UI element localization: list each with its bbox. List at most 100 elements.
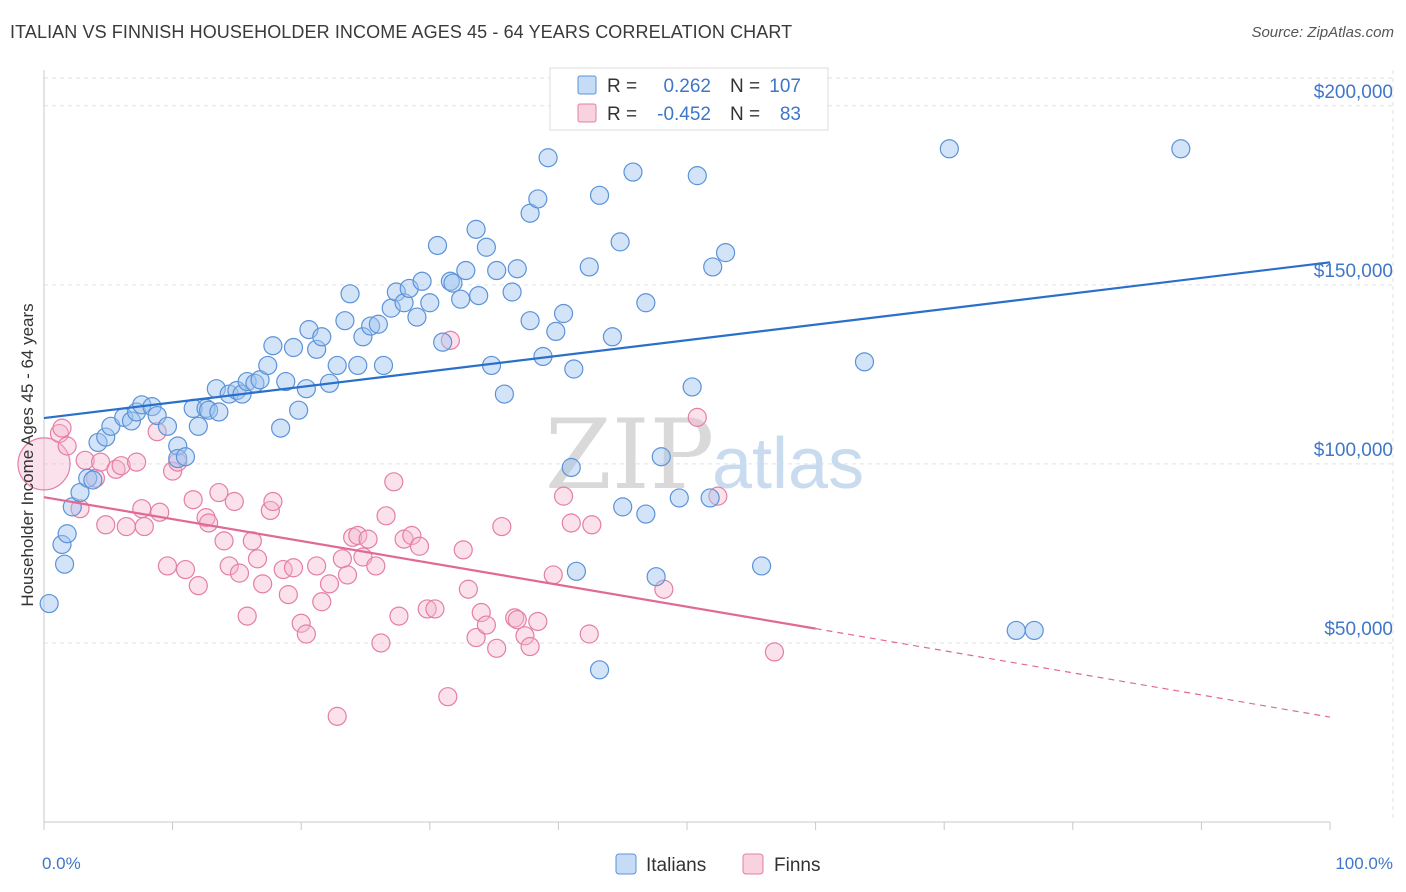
finns-point: [175, 559, 196, 580]
correlation-legend: R = 0.262 N = 107 R = -0.452 N = 83: [549, 67, 829, 131]
italians-point: [340, 284, 360, 304]
finns-point: [466, 627, 486, 648]
italians-point: [502, 282, 522, 302]
finns-point: [528, 611, 548, 632]
finns-point: [224, 491, 244, 512]
legend-n-label-finns: N =: [730, 104, 760, 125]
italians-point: [715, 243, 736, 263]
italians-point: [443, 273, 463, 293]
italians-point: [373, 355, 394, 376]
finns-point: [487, 638, 507, 658]
italians-point: [682, 377, 702, 397]
y-tick-label: $200,000: [1314, 82, 1393, 103]
finns-point: [515, 626, 535, 646]
italians-point: [507, 259, 527, 279]
italians-point: [39, 593, 59, 614]
italians-point: [296, 379, 316, 399]
finns-point: [253, 574, 273, 594]
italians-point: [636, 504, 656, 524]
finns-point: [389, 606, 409, 626]
finns-point: [543, 565, 563, 585]
italians-point: [57, 524, 77, 544]
finns-point: [96, 515, 116, 535]
italians-point: [96, 427, 116, 447]
italians-point: [566, 561, 587, 581]
italians-point: [368, 314, 388, 334]
finns-trend-line: [43, 496, 816, 630]
italians-point: [407, 307, 427, 327]
finns-point: [438, 687, 458, 707]
finns-series-label: Finns: [774, 855, 820, 876]
italians-point: [561, 457, 581, 478]
finns-point: [237, 606, 257, 626]
y-axis-label: Householder Income Ages 45 - 64 years: [18, 303, 37, 606]
italians-point: [494, 384, 514, 404]
finns-legend-swatch: [577, 103, 597, 123]
italians-point: [589, 660, 610, 680]
finns-point: [116, 516, 136, 537]
italians-point: [188, 416, 208, 436]
italians-point: [564, 359, 584, 379]
finns-point: [371, 633, 391, 653]
italians-point: [546, 321, 566, 342]
italians-point: [52, 534, 72, 555]
italians-point: [54, 554, 75, 574]
finns-point: [134, 516, 154, 537]
finns-point: [188, 576, 208, 596]
finns-point: [312, 592, 332, 612]
italians-point: [687, 166, 707, 186]
italians-point: [1171, 139, 1191, 159]
italians-point: [589, 185, 610, 205]
y-tick-label: $100,000: [1314, 440, 1393, 461]
y-tick-labels: $50,000 $100,000 $150,000 $200,000: [1314, 82, 1393, 640]
italians-point: [353, 327, 373, 347]
italians-point: [703, 257, 723, 277]
italians-point: [361, 316, 381, 336]
italians-point: [646, 567, 666, 587]
italians-point: [312, 327, 332, 347]
finns-point: [507, 610, 527, 630]
finns-point: [57, 436, 77, 456]
finns-point: [582, 515, 602, 535]
finns-point: [471, 602, 491, 623]
italians-point: [83, 470, 103, 490]
italians-point: [579, 257, 599, 277]
italians-point: [157, 416, 178, 436]
finns-point: [453, 540, 473, 560]
italians-point: [1006, 620, 1026, 641]
italians-point: [121, 411, 142, 431]
finns-point: [196, 508, 216, 528]
legend-r-label-finns: R =: [607, 104, 637, 125]
finns-point: [111, 456, 131, 476]
italians-point: [651, 447, 671, 467]
finns-point: [348, 525, 368, 546]
x-tick-label: 100.0%: [1335, 854, 1393, 873]
finns-point: [417, 599, 437, 619]
finns-point: [520, 636, 540, 657]
series-legend: Italians Finns: [615, 853, 820, 876]
legend-n-value-finns: 83: [780, 104, 801, 125]
finns-point: [319, 574, 340, 594]
finns-point: [17, 437, 71, 491]
finns-point: [283, 558, 304, 578]
legend-n-value-italians: 107: [769, 76, 801, 97]
finns-point: [52, 418, 72, 438]
finns-point: [219, 556, 239, 576]
x-tick-label: 0.0%: [42, 854, 81, 873]
italians-point: [476, 237, 496, 257]
y-tick-label: $50,000: [1324, 619, 1393, 640]
finns-point: [291, 613, 311, 633]
italians-point: [283, 337, 304, 358]
italians-point: [602, 327, 623, 347]
finns-point: [229, 563, 250, 583]
italians-point: [271, 418, 291, 438]
finns-point: [307, 556, 327, 576]
italians-points: [39, 139, 1191, 680]
finns-point: [214, 531, 234, 551]
legend-r-value-italians: 0.262: [663, 76, 711, 97]
finns-point: [458, 579, 478, 599]
italians-point: [168, 448, 188, 469]
finns-point: [327, 706, 347, 726]
italians-point: [433, 332, 453, 352]
